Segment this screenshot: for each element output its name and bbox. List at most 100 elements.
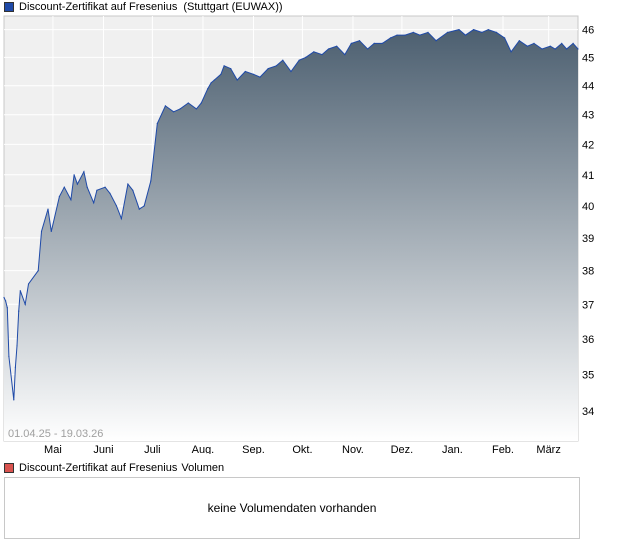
y-tick-label: 45 xyxy=(582,52,594,64)
price-chart: 34 35 36 37 38 39 40 41 42 43 44 45 46 Mai Juni Juli Au… xyxy=(3,15,594,454)
price-point xyxy=(446,31,449,33)
y-tick-label: 40 xyxy=(582,201,594,213)
price-point xyxy=(5,300,7,302)
price-point xyxy=(179,108,181,110)
price-point xyxy=(367,48,369,50)
price-point xyxy=(86,186,88,188)
price-point xyxy=(510,51,512,53)
price-point xyxy=(164,105,166,107)
price-point xyxy=(207,88,209,90)
price-point xyxy=(389,37,392,39)
price-point xyxy=(37,270,39,272)
price-point xyxy=(464,34,467,36)
x-tick-label: März xyxy=(536,444,560,454)
price-point xyxy=(115,205,118,207)
price-point xyxy=(526,45,529,47)
price-point xyxy=(504,37,506,39)
price-point xyxy=(213,79,215,81)
price-point xyxy=(230,68,232,70)
price-point xyxy=(8,355,10,358)
price-point xyxy=(290,70,292,73)
price-point xyxy=(321,54,323,56)
price-point xyxy=(236,79,238,81)
no-volume-message: keine Volumendaten vorhanden xyxy=(207,501,377,515)
price-point xyxy=(358,40,361,42)
price-point xyxy=(150,180,152,182)
price-point xyxy=(561,42,563,44)
price-point xyxy=(156,122,158,125)
price-point xyxy=(195,108,197,110)
price-point xyxy=(435,40,437,42)
y-tick-label: 38 xyxy=(582,266,594,278)
price-point xyxy=(143,205,145,207)
price-point xyxy=(572,42,574,44)
price-point xyxy=(373,42,375,44)
price-point xyxy=(24,303,26,305)
price-point xyxy=(533,42,535,44)
x-tick-label: Feb. xyxy=(492,444,514,454)
price-point xyxy=(554,48,556,50)
y-tick-label: 41 xyxy=(582,170,594,182)
price-point xyxy=(518,40,520,42)
price-point xyxy=(63,186,65,188)
price-point xyxy=(3,296,5,299)
price-point xyxy=(244,70,246,73)
x-tick-label: Aug. xyxy=(192,444,215,454)
price-point xyxy=(275,65,277,67)
x-tick-label: Juli xyxy=(144,444,161,454)
price-point xyxy=(210,82,212,84)
price-point xyxy=(412,31,414,33)
price-point xyxy=(40,230,43,232)
price-point xyxy=(549,45,551,47)
volume-label: Volumen xyxy=(181,462,225,474)
price-point xyxy=(16,345,18,347)
volume-panel: keine Volumendaten vorhanden xyxy=(4,477,580,539)
x-tick-label: Dez. xyxy=(391,444,414,454)
price-point xyxy=(282,59,284,61)
price-point xyxy=(327,48,330,50)
price-point xyxy=(259,76,261,78)
price-point xyxy=(487,29,489,31)
price-point xyxy=(50,230,52,232)
price-point xyxy=(104,186,106,188)
x-axis: Mai Juni Juli Aug. Sep. Okt. Nov. Dez. Jan. Feb. M… xyxy=(44,444,561,454)
price-area xyxy=(4,29,578,441)
price-point xyxy=(419,34,421,36)
price-point xyxy=(223,65,225,67)
price-point xyxy=(473,29,475,31)
price-point xyxy=(267,68,269,70)
y-tick-label: 39 xyxy=(582,233,594,245)
price-point xyxy=(458,29,460,31)
price-point xyxy=(76,183,78,185)
x-tick-label: Nov. xyxy=(342,444,364,454)
price-point xyxy=(127,183,129,185)
price-point xyxy=(381,42,383,44)
price-point xyxy=(19,290,21,292)
price-point xyxy=(577,48,579,50)
y-tick-label: 37 xyxy=(582,299,594,311)
price-point xyxy=(18,310,20,312)
price-point xyxy=(495,31,498,33)
x-tick-label: Okt. xyxy=(292,444,312,454)
price-point xyxy=(132,189,134,191)
y-tick-label: 43 xyxy=(582,110,594,122)
price-point xyxy=(47,208,49,210)
price-point xyxy=(58,195,61,198)
price-point xyxy=(313,51,315,53)
date-range-label: 01.04.25 - 19.03.26 xyxy=(8,428,103,440)
exchange-label: (Stuttgart (EUWAX)) xyxy=(183,1,283,13)
price-point xyxy=(481,31,483,33)
price-point xyxy=(70,199,72,201)
price-point xyxy=(96,189,98,191)
y-tick-label: 35 xyxy=(582,369,594,381)
price-point xyxy=(404,34,406,36)
y-tick-label: 46 xyxy=(582,25,594,37)
y-tick-label: 44 xyxy=(582,81,594,93)
y-tick-label: 36 xyxy=(582,334,594,346)
price-point xyxy=(187,102,189,104)
price-point xyxy=(350,42,352,44)
price-point xyxy=(566,48,568,50)
price-point xyxy=(200,102,202,104)
price-point xyxy=(220,73,222,75)
price-point xyxy=(305,56,307,59)
